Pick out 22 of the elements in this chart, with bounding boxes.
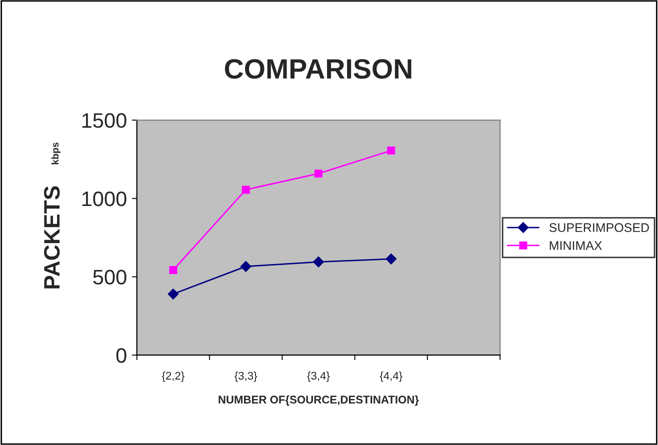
point bbox=[386, 254, 397, 264]
point bbox=[314, 170, 322, 178]
text: kbps bbox=[51, 142, 60, 164]
point bbox=[169, 266, 178, 274]
x-tick-label: {4,4} bbox=[380, 372, 402, 382]
chart-title: COMPARISON bbox=[224, 59, 412, 79]
y-axis-title: PACKETS bbox=[44, 186, 60, 288]
y-tick-label: 1000 bbox=[82, 191, 126, 206]
point bbox=[387, 146, 396, 155]
point bbox=[313, 256, 324, 268]
point bbox=[240, 261, 252, 272]
y-tick-label: 500 bbox=[93, 270, 126, 285]
legend-label: SUPERIMPOSED bbox=[549, 223, 649, 232]
point bbox=[242, 186, 250, 194]
x-tick-label: {2,2} bbox=[162, 372, 184, 382]
y-tick-label: 1500 bbox=[82, 113, 126, 128]
legend-label: MINIMAX bbox=[550, 241, 602, 250]
y-tick-label: 0 bbox=[116, 348, 126, 363]
x-tick-label: {3,4} bbox=[307, 372, 330, 382]
point bbox=[168, 288, 179, 300]
x-axis-title: NUMBER OF{SOURCE,DESTINATION} bbox=[218, 395, 419, 406]
x-tick-label: {3,3} bbox=[234, 372, 258, 382]
